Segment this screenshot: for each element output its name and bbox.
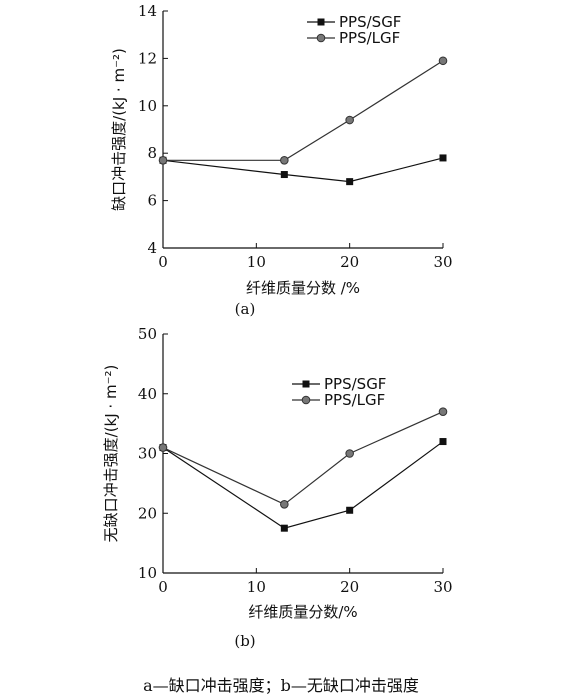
data-point: [346, 178, 354, 186]
figure-caption: a—缺口冲击强度；b—无缺口冲击强度: [143, 676, 419, 695]
legend-label: PPS/SGF: [324, 375, 386, 393]
y-tick-label: 4: [147, 239, 157, 257]
y-tick-label: 6: [147, 192, 157, 210]
legend-marker: [317, 18, 325, 26]
panel-label: (b): [234, 632, 255, 650]
x-tick-label: 20: [340, 253, 359, 271]
x-tick-label: 0: [158, 578, 168, 596]
data-point: [280, 156, 289, 165]
data-point: [158, 156, 168, 165]
x-axis-label: 纤维质量分数/%: [248, 603, 357, 621]
data-point: [439, 438, 447, 446]
y-tick-label: 12: [138, 49, 157, 67]
x-axis-label: 纤维质量分数 /%: [246, 279, 360, 297]
x-tick-label: 10: [247, 578, 266, 596]
x-tick-label: 30: [433, 578, 452, 596]
data-point: [280, 499, 289, 509]
x-tick-label: 0: [158, 253, 168, 271]
y-tick-label: 30: [138, 445, 157, 463]
legend-label: PPS/SGF: [339, 13, 401, 31]
series-line-pps-lgf: [163, 60, 444, 161]
panel-label: (a): [235, 300, 256, 318]
y-tick-label: 8: [147, 144, 157, 162]
legend-marker: [302, 380, 310, 388]
data-point: [439, 154, 447, 162]
data-point: [345, 449, 354, 458]
y-tick-label: 20: [138, 504, 157, 522]
x-tick-label: 20: [340, 578, 359, 596]
data-point: [280, 524, 288, 532]
series-line-pps-sgf: [162, 157, 444, 183]
data-point: [346, 506, 354, 514]
series-line-pps-sgf: [162, 441, 444, 529]
x-tick-label: 30: [433, 253, 452, 271]
data-point: [345, 115, 354, 125]
legend-marker: [316, 33, 326, 43]
y-axis-label: 缺口冲击强度/(kJ · m⁻²): [110, 48, 128, 211]
data-point: [438, 407, 448, 416]
data-point: [280, 171, 288, 179]
legend-label: PPS/LGF: [324, 391, 385, 409]
chart-panel-a: 4 6 8 10 12 14 0 10 20 30 纤维质量分数 /% 缺口冲击强度/(kJ · m⁻…: [110, 2, 453, 318]
legend-marker: [301, 395, 311, 405]
data-point: [158, 443, 168, 452]
y-tick-label: 40: [138, 385, 157, 403]
y-tick-label: 14: [138, 2, 157, 20]
y-tick-label: 10: [138, 97, 157, 115]
y-tick-label: 50: [138, 325, 157, 343]
series-line-pps-lgf: [162, 411, 444, 505]
legend-label: PPS/LGF: [339, 29, 400, 47]
y-tick-label: 10: [138, 564, 157, 582]
data-point: [438, 56, 448, 66]
x-tick-label: 10: [247, 253, 266, 271]
y-axis-label: 无缺口冲击强度/(kJ · m⁻²): [102, 365, 120, 543]
